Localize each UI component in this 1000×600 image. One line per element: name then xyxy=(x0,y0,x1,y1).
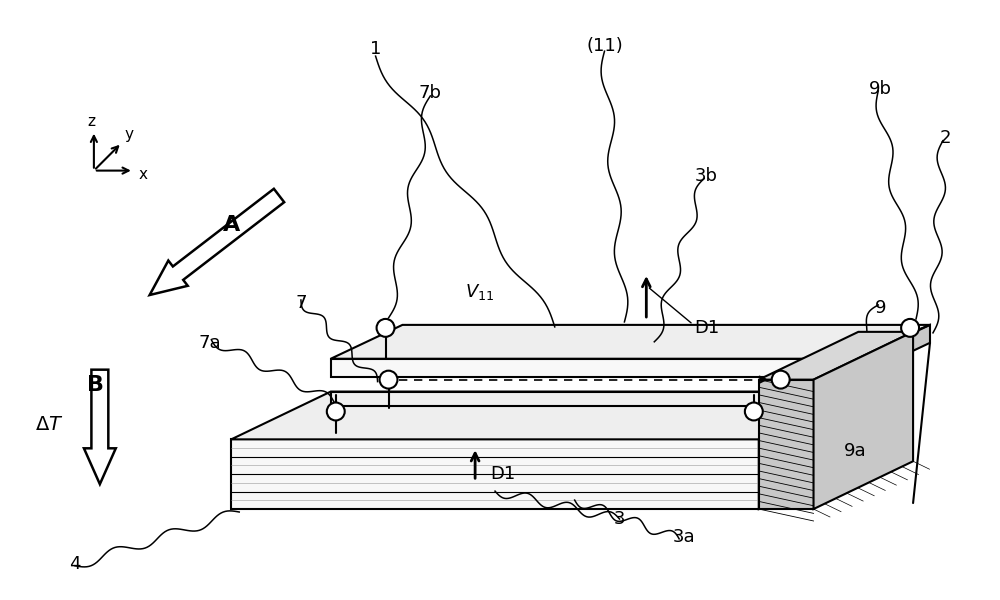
Polygon shape xyxy=(331,359,858,377)
Text: (11): (11) xyxy=(586,37,623,55)
Text: 9a: 9a xyxy=(844,442,867,460)
Circle shape xyxy=(327,403,345,421)
Text: 7a: 7a xyxy=(198,334,221,352)
Circle shape xyxy=(772,371,790,389)
Polygon shape xyxy=(858,325,930,377)
Text: 3b: 3b xyxy=(695,167,718,185)
Circle shape xyxy=(745,403,763,421)
Text: 1: 1 xyxy=(370,40,381,58)
Text: 2: 2 xyxy=(939,129,951,147)
Text: 7: 7 xyxy=(295,294,307,312)
Text: A: A xyxy=(223,215,240,235)
Text: $\Delta T$: $\Delta T$ xyxy=(35,415,63,434)
Text: 4: 4 xyxy=(69,555,81,573)
Polygon shape xyxy=(759,380,814,509)
Text: 9: 9 xyxy=(874,299,886,317)
Text: y: y xyxy=(124,127,133,142)
Polygon shape xyxy=(814,332,913,509)
Text: x: x xyxy=(138,167,147,182)
Polygon shape xyxy=(331,325,930,359)
Text: B: B xyxy=(87,374,104,395)
Text: D1: D1 xyxy=(694,319,719,337)
Polygon shape xyxy=(331,392,858,406)
Text: $V_{11}$: $V_{11}$ xyxy=(465,282,495,302)
Polygon shape xyxy=(231,439,759,509)
Text: 9b: 9b xyxy=(869,80,892,98)
Circle shape xyxy=(377,319,394,337)
Polygon shape xyxy=(759,392,858,509)
Text: 7b: 7b xyxy=(419,84,442,102)
Text: D1: D1 xyxy=(490,465,515,483)
Circle shape xyxy=(901,319,919,337)
Circle shape xyxy=(380,371,397,389)
Polygon shape xyxy=(231,392,858,439)
Text: z: z xyxy=(87,115,95,130)
Polygon shape xyxy=(759,332,913,380)
Text: 3a: 3a xyxy=(673,528,695,546)
Text: 3: 3 xyxy=(614,510,625,528)
